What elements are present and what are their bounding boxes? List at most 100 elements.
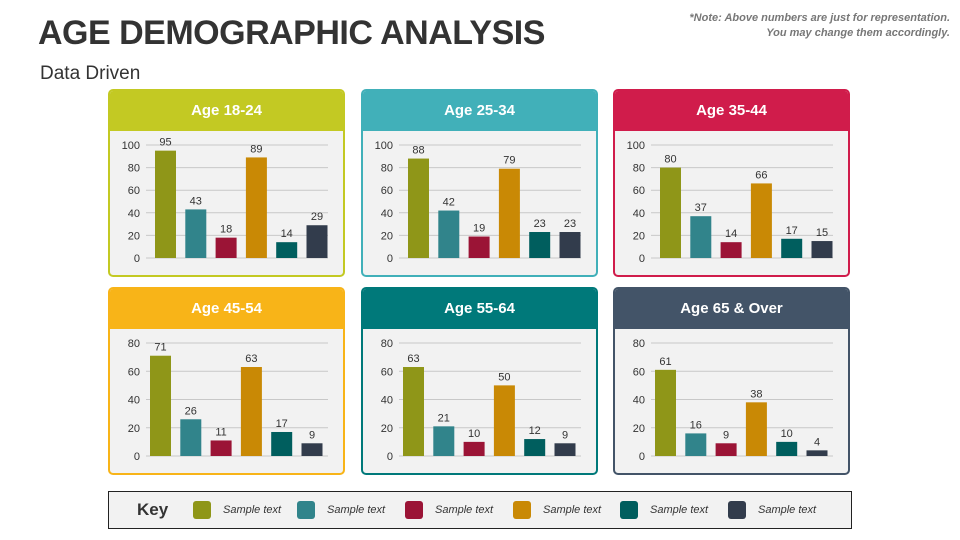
- bar: [776, 441, 798, 456]
- chart-panel: Age 18-24 0 20 40 60 80 100 95 43 18 89 14 29: [108, 89, 345, 277]
- bar-chart: 0 20 40 60 80 100 80 37 14 66 17 15: [627, 140, 833, 265]
- bar: [554, 443, 576, 456]
- legend-label: Sample text: [223, 504, 282, 516]
- legend-swatch: [513, 501, 531, 519]
- legend-item: Sample text: [620, 501, 708, 519]
- bar: [559, 232, 581, 258]
- chart-title: Age 25-34: [363, 91, 596, 131]
- data-label: 9: [723, 429, 729, 441]
- data-label: 19: [473, 223, 485, 235]
- bar: [745, 402, 767, 456]
- bar: [306, 225, 328, 258]
- data-label: 14: [725, 228, 737, 240]
- data-label: 61: [659, 356, 671, 368]
- data-label: 50: [498, 371, 510, 383]
- data-label: 15: [816, 227, 828, 239]
- bar: [245, 157, 267, 258]
- legend-label: Sample text: [435, 504, 494, 516]
- y-tick-label: 60: [633, 366, 645, 378]
- chart-panel: Age 35-44 0 20 40 60 80 100 80 37 14 66 17 15: [613, 89, 850, 277]
- y-tick-label: 0: [134, 451, 140, 463]
- bar-chart: 0 20 40 60 80 61 16 9 38 10 4: [633, 338, 833, 463]
- y-tick-label: 40: [381, 395, 393, 407]
- y-tick-label: 80: [633, 163, 645, 175]
- chart-panel: Age 45-54 0 20 40 60 80 71 26 11 63 17 9: [108, 287, 345, 475]
- y-tick-label: 20: [381, 423, 393, 435]
- bar: [210, 440, 232, 456]
- bar: [811, 241, 833, 258]
- legend-item: Sample text: [728, 501, 816, 519]
- y-tick-label: 60: [128, 366, 140, 378]
- bar: [240, 367, 262, 456]
- note-line: *Note: Above numbers are just for repres…: [689, 12, 950, 24]
- y-tick-label: 40: [633, 395, 645, 407]
- y-tick-label: 20: [633, 230, 645, 242]
- bar: [750, 183, 772, 258]
- bar: [276, 242, 298, 258]
- legend-swatch: [297, 501, 315, 519]
- bar: [781, 238, 803, 258]
- y-tick-label: 20: [381, 230, 393, 242]
- data-label: 71: [154, 342, 166, 354]
- note: *Note: Above numbers are just for repres…: [689, 11, 950, 41]
- data-label: 10: [781, 428, 793, 440]
- data-label: 14: [281, 228, 293, 240]
- y-tick-label: 80: [128, 338, 140, 350]
- chart-title: Age 55-64: [363, 289, 596, 329]
- legend-label: Sample text: [327, 504, 386, 516]
- y-tick-label: 40: [128, 208, 140, 220]
- y-tick-label: 20: [633, 423, 645, 435]
- legend-label: Sample text: [758, 504, 817, 516]
- bar: [271, 431, 293, 456]
- data-label: 38: [750, 388, 762, 400]
- data-label: 18: [220, 224, 232, 236]
- y-tick-label: 80: [128, 163, 140, 175]
- bar: [660, 167, 681, 258]
- legend-swatch: [728, 501, 746, 519]
- bar: [720, 242, 742, 258]
- data-label: 80: [664, 154, 676, 166]
- data-label: 11: [215, 426, 226, 438]
- data-label: 37: [695, 202, 707, 214]
- data-label: 42: [443, 197, 455, 209]
- legend-item: Sample text: [193, 501, 281, 519]
- bar: [524, 439, 546, 456]
- bar-chart: 0 20 40 60 80 100 88 42 19 79 23 23: [375, 140, 581, 265]
- y-tick-label: 60: [381, 185, 393, 197]
- data-label: 63: [245, 353, 257, 365]
- bar: [715, 443, 737, 456]
- y-tick-label: 20: [128, 230, 140, 242]
- y-tick-label: 0: [639, 253, 645, 265]
- data-label: 16: [690, 419, 702, 431]
- y-tick-label: 80: [633, 338, 645, 350]
- data-label: 29: [311, 211, 323, 223]
- legend-swatch: [620, 501, 638, 519]
- y-tick-label: 100: [627, 140, 645, 152]
- y-tick-label: 80: [381, 163, 393, 175]
- data-label: 95: [159, 137, 171, 149]
- chart-panel: Age 25-34 0 20 40 60 80 100 88 42 19 79 23 23: [361, 89, 598, 277]
- data-label: 21: [438, 412, 450, 424]
- bar: [463, 441, 485, 456]
- y-tick-label: 20: [128, 423, 140, 435]
- bar: [468, 236, 490, 258]
- legend-label: Sample text: [650, 504, 709, 516]
- bar: [806, 450, 828, 456]
- y-tick-label: 40: [633, 208, 645, 220]
- legend-swatch: [193, 501, 211, 519]
- y-tick-label: 60: [633, 185, 645, 197]
- note-line: You may change them accordingly.: [766, 27, 950, 39]
- bar: [498, 168, 520, 258]
- legend-label: Sample text: [543, 504, 602, 516]
- chart-panel: Age 65 & Over 0 20 40 60 80 61 16 9 38 10 4: [613, 287, 850, 475]
- bar-chart: 0 20 40 60 80 71 26 11 63 17 9: [128, 338, 328, 463]
- data-label: 66: [755, 169, 767, 181]
- y-tick-label: 0: [639, 451, 645, 463]
- bar-chart: 0 20 40 60 80 100 95 43 18 89 14 29: [122, 137, 328, 265]
- data-label: 23: [564, 218, 576, 230]
- legend: Key Sample text Sample text Sample text Sam…: [108, 491, 852, 529]
- page-title: AGE DEMOGRAPHIC ANALYSIS: [38, 14, 545, 52]
- legend-item: Sample text: [405, 501, 493, 519]
- chart-title: Age 65 & Over: [615, 289, 848, 329]
- data-label: 43: [190, 195, 202, 207]
